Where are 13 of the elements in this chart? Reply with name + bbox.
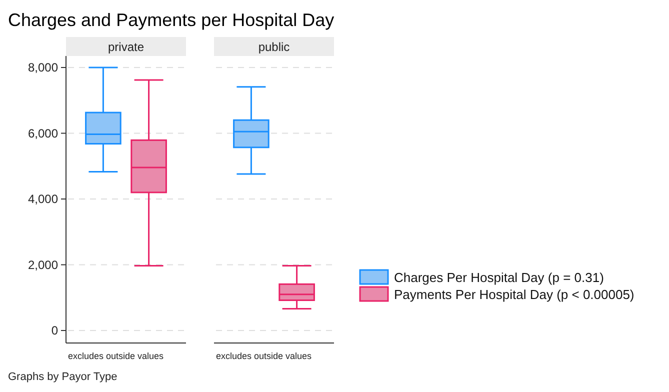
y-tick-label: 6,000 bbox=[28, 126, 58, 140]
y-tick-label: 2,000 bbox=[28, 258, 58, 272]
legend-label: Payments Per Hospital Day (p < 0.00005) bbox=[394, 287, 634, 302]
y-tick-label: 4,000 bbox=[28, 192, 58, 206]
legend-label: Charges Per Hospital Day (p = 0.31) bbox=[394, 270, 604, 285]
chart-title: Charges and Payments per Hospital Day bbox=[8, 10, 334, 30]
x-tick-label: public bbox=[258, 40, 290, 54]
text: excludes outside values bbox=[216, 351, 312, 361]
y-tick-label: 0 bbox=[51, 324, 58, 338]
x-tick-label: private bbox=[108, 40, 144, 54]
text: Graphs by Payor Type bbox=[8, 371, 118, 383]
text: excludes outside values bbox=[68, 351, 164, 361]
y-tick-label: 8,000 bbox=[28, 60, 58, 75]
